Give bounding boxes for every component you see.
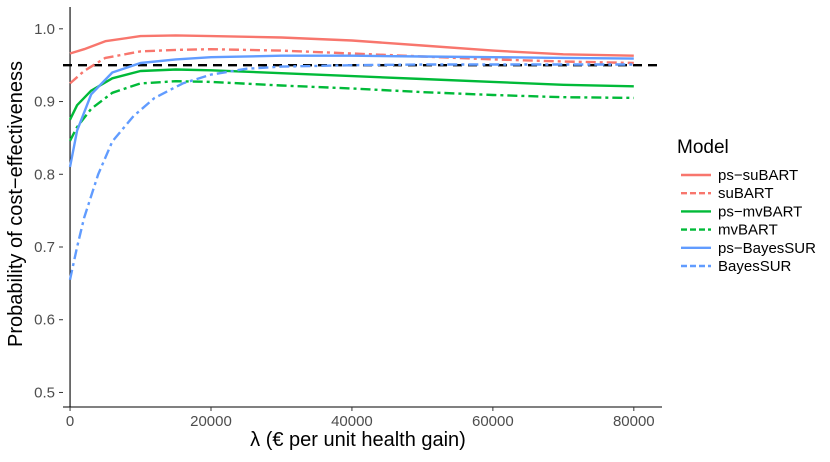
legend-label: suBART <box>718 185 774 202</box>
legend-label: BayesSUR <box>718 258 792 275</box>
x-tick-label: 20000 <box>190 413 232 430</box>
series-line <box>68 54 634 168</box>
legend-label: ps−mvBART <box>718 203 802 220</box>
legend-label: ps−suBART <box>718 167 798 184</box>
plot-lines <box>68 34 634 280</box>
y-tick-label: 0.8 <box>34 166 55 183</box>
y-tick-label: 0.5 <box>34 384 55 401</box>
legend-label: ps−BayesSUR <box>718 240 816 257</box>
series-line <box>69 48 634 85</box>
series-line <box>68 79 634 142</box>
x-tick-label: 80000 <box>613 413 655 430</box>
x-tick-label: 60000 <box>472 413 514 430</box>
x-tick-label: 40000 <box>331 413 373 430</box>
axes: 0.5 0.6 0.7 0.8 0.9 1.0 0 20000 40000 60000 80000 <box>34 7 662 430</box>
legend-title: Model <box>677 137 729 158</box>
x-axis-title: λ (€ per unit health gain) <box>250 429 466 451</box>
x-tick-label: 0 <box>66 413 74 430</box>
y-axis-title: Probability of cost−effectiveness <box>5 61 27 347</box>
y-tick-label: 1.0 <box>34 21 55 38</box>
y-tick-label: 0.9 <box>34 94 55 111</box>
legend-label: mvBART <box>718 222 778 239</box>
series-line <box>69 34 634 57</box>
series-line <box>68 68 634 121</box>
y-tick-label: 0.7 <box>34 239 55 256</box>
y-tick-label: 0.6 <box>34 312 55 329</box>
series-line <box>68 63 634 280</box>
